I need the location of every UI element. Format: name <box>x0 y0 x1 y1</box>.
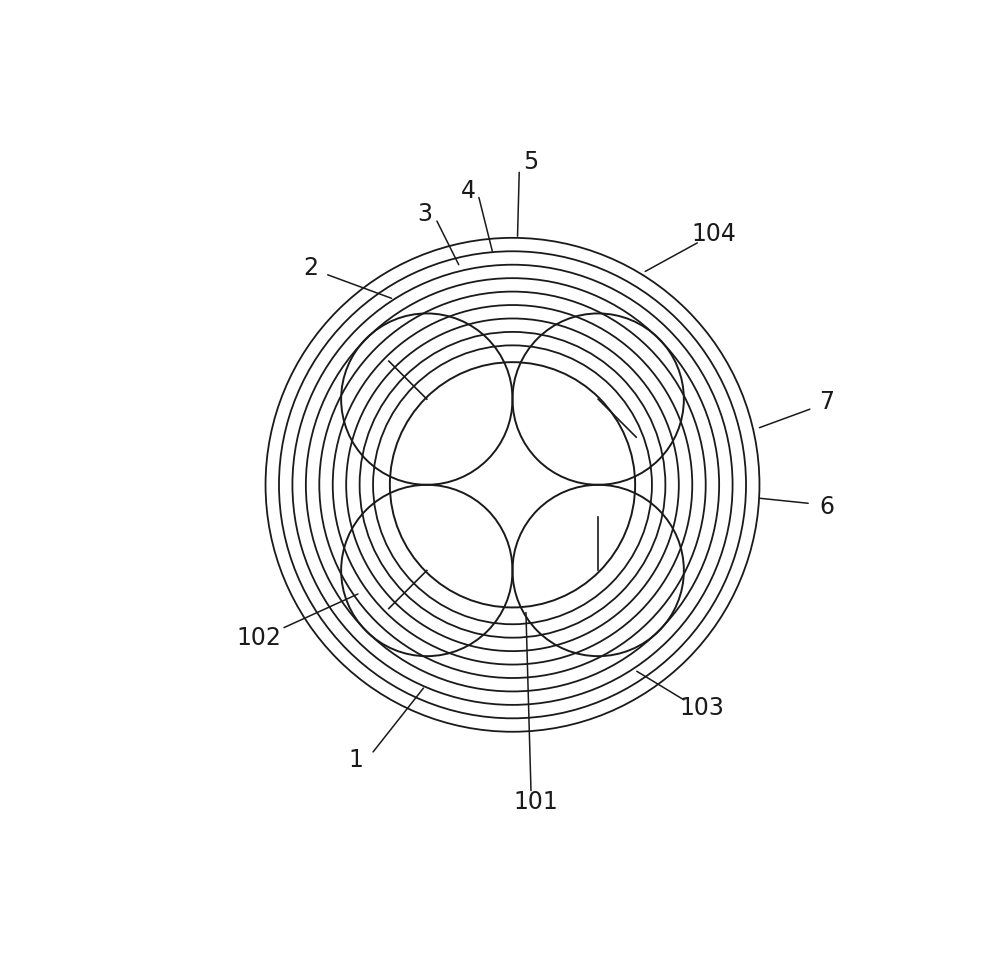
Text: 104: 104 <box>692 223 737 247</box>
Text: 4: 4 <box>461 179 476 203</box>
Text: 101: 101 <box>514 790 558 814</box>
Text: 6: 6 <box>819 494 834 518</box>
Text: 7: 7 <box>819 391 834 415</box>
Text: 2: 2 <box>303 256 318 280</box>
Text: 102: 102 <box>236 626 281 650</box>
Text: 5: 5 <box>523 151 539 175</box>
Text: 3: 3 <box>418 203 433 227</box>
Text: 103: 103 <box>680 696 725 720</box>
Text: 1: 1 <box>349 749 364 772</box>
